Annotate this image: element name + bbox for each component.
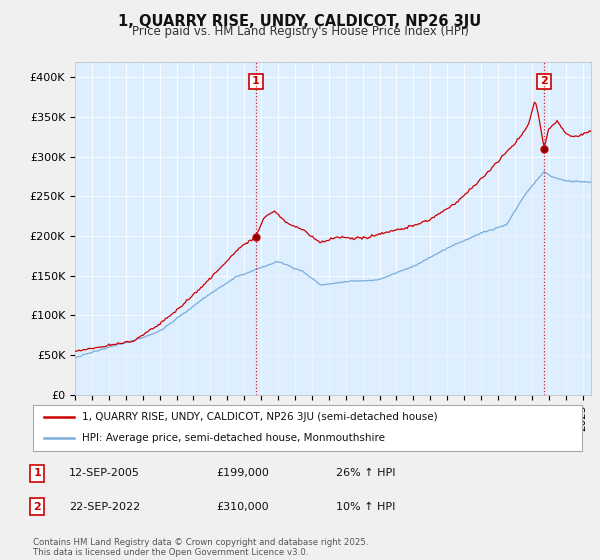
- Text: 2: 2: [540, 76, 548, 86]
- Text: £199,000: £199,000: [216, 468, 269, 478]
- Text: Price paid vs. HM Land Registry's House Price Index (HPI): Price paid vs. HM Land Registry's House …: [131, 25, 469, 38]
- Text: 1, QUARRY RISE, UNDY, CALDICOT, NP26 3JU (semi-detached house): 1, QUARRY RISE, UNDY, CALDICOT, NP26 3JU…: [82, 412, 438, 422]
- Text: £310,000: £310,000: [216, 502, 269, 512]
- Text: 26% ↑ HPI: 26% ↑ HPI: [336, 468, 395, 478]
- Text: 22-SEP-2022: 22-SEP-2022: [69, 502, 140, 512]
- Text: 10% ↑ HPI: 10% ↑ HPI: [336, 502, 395, 512]
- Text: 1: 1: [252, 76, 260, 86]
- Text: 1: 1: [34, 468, 41, 478]
- Text: 1, QUARRY RISE, UNDY, CALDICOT, NP26 3JU: 1, QUARRY RISE, UNDY, CALDICOT, NP26 3JU: [118, 14, 482, 29]
- Text: 12-SEP-2005: 12-SEP-2005: [69, 468, 140, 478]
- Text: 2: 2: [34, 502, 41, 512]
- Text: HPI: Average price, semi-detached house, Monmouthshire: HPI: Average price, semi-detached house,…: [82, 433, 385, 444]
- Text: Contains HM Land Registry data © Crown copyright and database right 2025.
This d: Contains HM Land Registry data © Crown c…: [33, 538, 368, 557]
